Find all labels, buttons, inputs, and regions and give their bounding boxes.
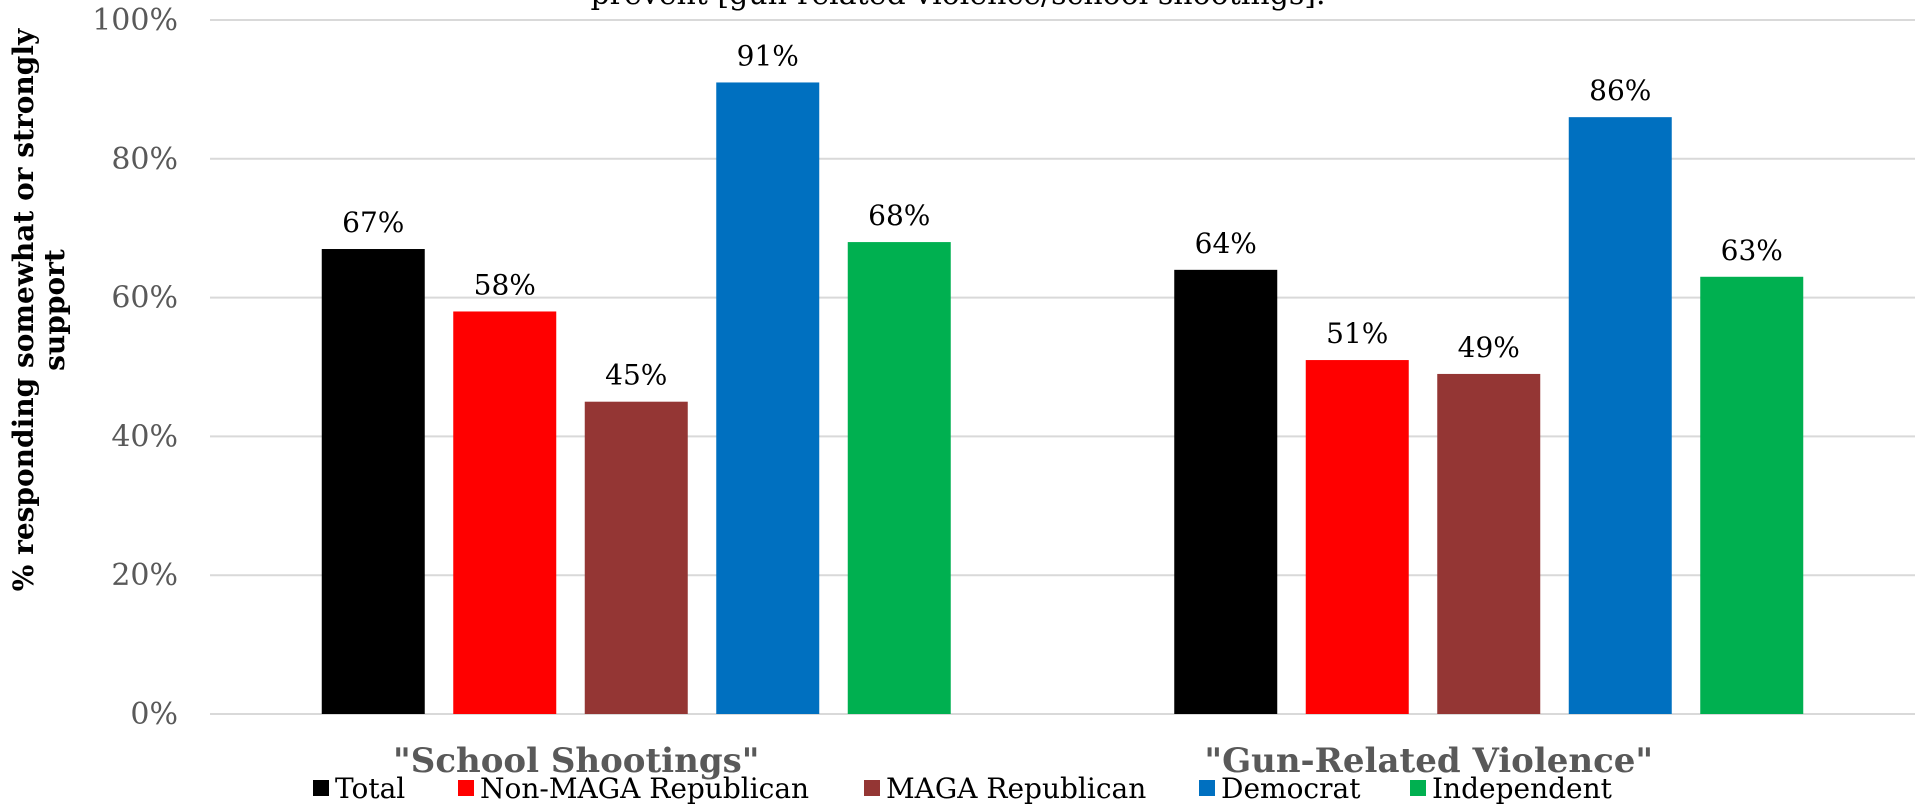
data-label: 86% [1589,74,1651,107]
legend-swatch [458,780,474,796]
chart-title: prevent [gun-related violence/school sho… [590,0,1325,12]
legend-swatch [1199,780,1215,796]
bar-non-maga-republican [1305,360,1409,714]
data-label: 68% [868,199,930,232]
y-tick-label: 60% [111,281,178,316]
category-label: "School Shootings" [393,741,759,781]
bar-independent [1700,276,1804,714]
category-label: "Gun-Related Violence" [1204,741,1653,781]
y-axis-ticks: 0% 20% 40% 60% 80% 100% [92,3,178,732]
legend: Total Non-MAGA Republican MAGA Republican D… [313,772,1613,805]
data-label: 91% [737,39,799,72]
legend-label: Total [335,772,405,805]
legend-label: Democrat [1221,772,1361,805]
data-label: 49% [1458,331,1520,364]
y-tick-label: 40% [111,419,178,454]
y-axis-title-line: % responding somewhat or strongly [7,28,40,591]
bar-total [321,249,425,714]
y-tick-label: 80% [111,142,178,177]
bar-total [1174,269,1278,714]
y-axis-title-line: support [38,249,71,371]
data-label: 67% [342,206,404,239]
legend-label: MAGA Republican [886,772,1146,805]
bar-maga-republican [1437,373,1541,714]
data-label: 58% [474,268,536,301]
bar-democrat [1568,117,1672,714]
legend-swatch [864,780,880,796]
category-labels: "School Shootings" "Gun-Related Violence" [393,741,1653,781]
data-label: 45% [605,359,667,392]
bar-democrat [716,82,820,714]
y-tick-label: 100% [92,3,178,38]
legend-label: Independent [1432,772,1613,805]
data-label: 51% [1326,317,1388,350]
data-label: 63% [1721,234,1783,267]
bar-independent [847,242,951,714]
legend-label: Non-MAGA Republican [480,772,809,805]
legend-swatch [313,780,329,796]
y-tick-label: 0% [130,697,178,732]
bars: 67% 58% 45% 91% 68% 64% 51% 49% 86% 63% [321,39,1804,714]
data-label: 64% [1195,227,1257,260]
y-tick-label: 20% [111,558,178,593]
legend-swatch [1410,780,1426,796]
bar-maga-republican [584,401,688,714]
bar-non-maga-republican [453,311,557,714]
